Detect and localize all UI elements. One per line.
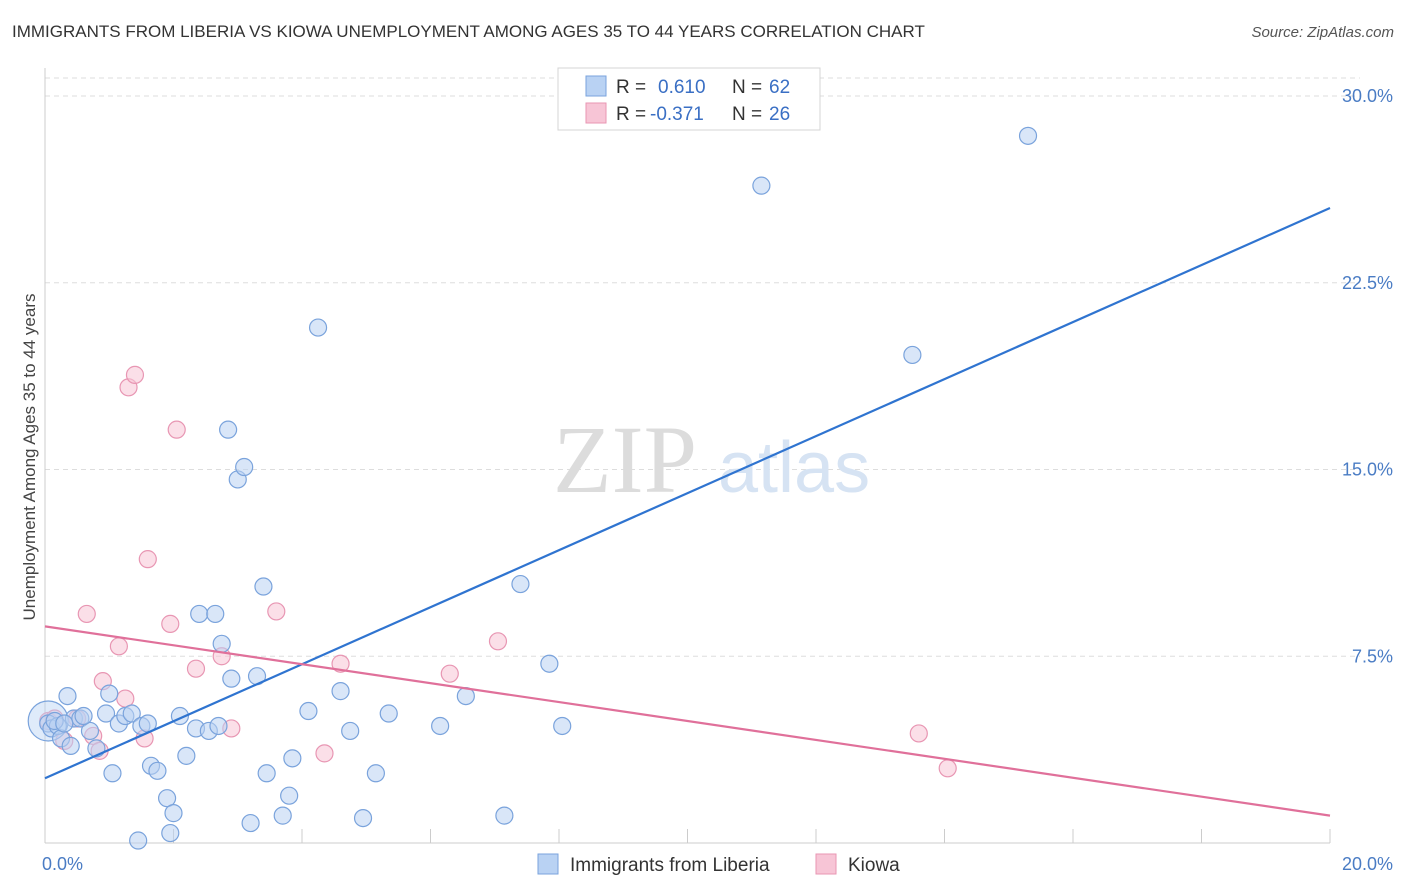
liberia-point-43 (353, 808, 373, 828)
watermark-atlas: atlas (718, 428, 870, 508)
kiowa-point-13 (138, 550, 157, 569)
legend-r-label-kiowa: R = (616, 104, 646, 125)
kiowa-point-11 (125, 365, 145, 384)
watermark: ZIP atlas (553, 406, 870, 513)
tick-labels: 7.5% 15.0% 22.5% 30.0% 0.0% 20.0% (42, 86, 1393, 874)
liberia-point-54 (1018, 126, 1038, 145)
liberia-point-24 (190, 604, 209, 624)
kiowa-point-20 (315, 744, 334, 763)
liberia-point-53 (903, 345, 922, 365)
liberia-point-58 (74, 706, 93, 726)
kiowa-point-22 (440, 664, 459, 683)
legend-n-value-kiowa: 26 (769, 104, 790, 125)
legend-n-value-liberia: 62 (769, 77, 790, 98)
series-legend-swatch-kiowa (815, 853, 837, 875)
liberia-point-57 (55, 714, 74, 733)
legend-swatch-kiowa (585, 102, 607, 124)
legend-r-value-liberia: 0.610 (658, 77, 706, 98)
liberia-point-37 (280, 786, 299, 805)
kiowa-point-25 (938, 759, 957, 778)
liberia-point-41 (331, 682, 350, 701)
kiowa-point-4 (77, 604, 96, 624)
y-tick-label-3: 30.0% (1342, 86, 1393, 106)
liberia-point-36 (273, 806, 292, 825)
liberia-point-50 (540, 654, 559, 673)
liberia-point-40 (308, 318, 328, 337)
watermark-zip: ZIP (553, 406, 697, 513)
liberia-point-14 (129, 831, 148, 850)
series-legend-label-kiowa: Kiowa (848, 855, 900, 876)
kiowa-point-19 (267, 602, 286, 621)
liberia-point-46 (431, 716, 450, 736)
kiowa-point-21 (331, 654, 350, 673)
liberia-point-28 (219, 420, 238, 439)
liberia-point-34 (254, 577, 273, 596)
x-tick-label-0: 0.0% (42, 854, 83, 874)
liberia-point-44 (366, 764, 385, 783)
liberia-point-13 (122, 704, 141, 723)
liberia-point-9 (96, 704, 116, 723)
legend-r-label-liberia: R = (616, 77, 646, 98)
correlation-legend: R = 0.610 N = 62 R = -0.371 N = 26 (557, 67, 821, 131)
liberia-point-42 (341, 721, 360, 741)
liberia-point-59 (100, 684, 119, 703)
y-tick-label-1: 15.0% (1342, 460, 1393, 480)
source-label: Source: ZipAtlas.com (1251, 24, 1394, 41)
liberia-point-20 (164, 804, 183, 823)
liberia-point-10 (103, 764, 122, 783)
legend-r-value-kiowa: -0.371 (650, 104, 704, 125)
liberia-point-38 (283, 749, 302, 768)
grid-lines (45, 77, 1360, 657)
liberia-point-61 (209, 716, 228, 736)
kiowa-point-16 (186, 659, 206, 678)
liberia-point-39 (299, 701, 318, 721)
kiowa-trend-line (44, 625, 1331, 817)
axes (44, 68, 1331, 844)
trend-lines (44, 207, 1331, 817)
x-tick-label-1: 20.0% (1342, 854, 1393, 874)
series-legend-label-liberia: Immigrants from Liberia (570, 855, 770, 876)
y-tick-label-2: 22.5% (1342, 273, 1393, 293)
liberia-point-45 (379, 704, 398, 723)
legend-n-label-kiowa: N = (732, 104, 762, 125)
legend-n-label-liberia: N = (732, 77, 762, 98)
kiowa-point-24 (909, 724, 928, 743)
kiowa-point-14 (161, 614, 180, 633)
liberia-point-31 (235, 457, 254, 477)
liberia-point-29 (222, 669, 241, 688)
liberia-point-26 (206, 604, 225, 624)
liberia-point-60 (61, 736, 80, 755)
liberia-point-4 (58, 686, 77, 706)
liberia-trend-line (44, 207, 1331, 780)
kiowa-point-15 (167, 420, 186, 439)
liberia-point-48 (495, 806, 514, 825)
y-axis-label: Unemployment Among Ages 35 to 44 years (20, 294, 39, 621)
kiowa-point-23 (488, 632, 508, 651)
liberia-point-32 (241, 813, 260, 833)
liberia-point-27 (212, 634, 231, 653)
chart-title: IMMIGRANTS FROM LIBERIA VS KIOWA UNEMPLO… (12, 22, 925, 41)
liberia-point-49 (511, 574, 530, 594)
liberia-point-18 (148, 761, 167, 780)
series-legend-swatch-liberia (537, 853, 559, 875)
liberia-point-35 (257, 764, 276, 783)
liberia-points (27, 126, 1038, 850)
liberia-point-52 (752, 176, 771, 195)
legend-swatch-liberia (585, 75, 607, 97)
liberia-point-22 (177, 746, 196, 765)
liberia-point-55 (161, 823, 180, 843)
liberia-point-51 (553, 716, 572, 736)
y-tick-label-0: 7.5% (1352, 646, 1393, 666)
kiowa-point-8 (109, 637, 128, 656)
series-legend: Immigrants from Liberia Kiowa (537, 853, 900, 876)
